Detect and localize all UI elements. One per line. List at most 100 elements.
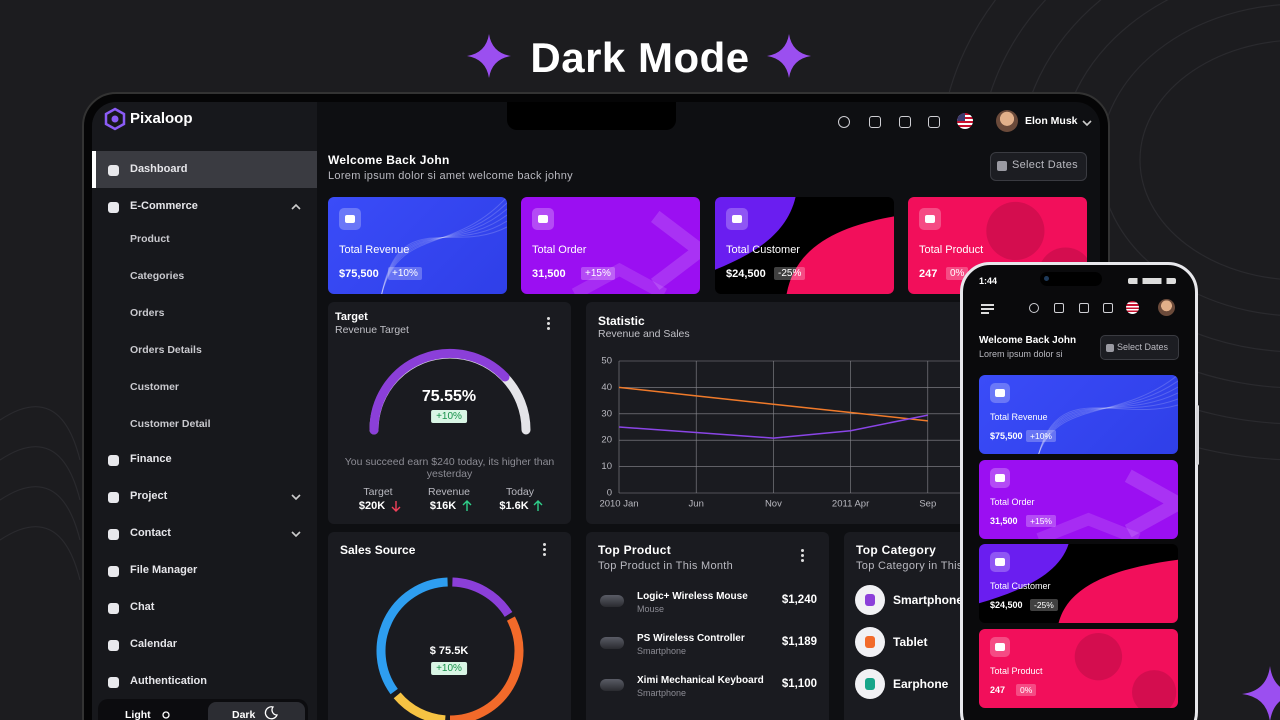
stat-card: Total Customer $24,500 -25% <box>979 544 1178 623</box>
phone-header-icon[interactable] <box>1054 303 1064 313</box>
menu-item[interactable]: File Manager <box>130 564 198 576</box>
panel-title: Sales Source <box>340 543 416 557</box>
menu-icon <box>108 202 119 213</box>
more-dot[interactable] <box>543 543 546 546</box>
header-icon[interactable] <box>838 116 850 128</box>
menu-item[interactable]: Dashboard <box>130 163 188 175</box>
submenu-item[interactable]: Orders Details <box>130 344 202 356</box>
menu-item[interactable]: Finance <box>130 453 172 465</box>
more-dot[interactable] <box>801 549 804 552</box>
product-category: Mouse <box>637 604 665 614</box>
category-icon <box>865 636 875 648</box>
more-dot[interactable] <box>547 322 550 325</box>
more-dot[interactable] <box>801 559 804 562</box>
wave <box>381 202 507 294</box>
theme-dark-active <box>208 702 305 720</box>
wave <box>381 214 507 294</box>
header-icon[interactable] <box>869 116 881 128</box>
submenu-item[interactable]: Customer <box>130 381 180 393</box>
more-dot[interactable] <box>547 317 550 320</box>
menu-icon <box>108 603 119 614</box>
submenu-item[interactable]: Customer Detail <box>130 418 211 430</box>
category-icon <box>865 678 875 690</box>
avatar[interactable] <box>1158 299 1175 316</box>
card-decoration <box>381 197 507 294</box>
card-decoration <box>571 210 700 294</box>
wave <box>1038 392 1178 454</box>
chevron-path <box>291 203 301 210</box>
card-change: -25% <box>774 267 806 280</box>
card-value: 31,500 <box>990 516 1018 526</box>
menu-bar[interactable] <box>981 304 994 306</box>
select-dates-button[interactable] <box>1100 335 1179 360</box>
menu-item[interactable]: Chat <box>130 601 155 613</box>
card-icon-glyph <box>345 215 355 223</box>
wave <box>381 208 507 294</box>
submenu-item[interactable]: Orders <box>130 307 165 319</box>
welcome-subtitle: Lorem ipsum dolor si <box>979 349 1063 359</box>
target-note: You succeed earn $240 today, its higher … <box>344 456 555 480</box>
phone-camera-dot <box>1044 276 1049 281</box>
menu-bar[interactable] <box>981 312 989 314</box>
avatar[interactable] <box>996 110 1018 132</box>
header-icon[interactable] <box>928 116 940 128</box>
theme-dark: Dark <box>232 709 256 720</box>
more-dot[interactable] <box>543 548 546 551</box>
gauge-change: +10% <box>431 410 467 423</box>
x-tick-label: 2010 Jan <box>599 499 638 510</box>
panel-title: Top Category <box>856 543 937 557</box>
stat-card: Total Revenue $75,500 +10% <box>328 197 507 294</box>
menu-bar[interactable] <box>981 308 994 310</box>
panel-title: Target <box>335 311 368 323</box>
menu-item[interactable]: Calendar <box>130 638 178 650</box>
chevron-path <box>291 494 301 501</box>
select-dates-button[interactable] <box>990 152 1087 181</box>
card-change: -25% <box>1030 599 1058 611</box>
category-name: Earphone <box>893 677 949 691</box>
blob-pink <box>786 216 894 294</box>
stat-value: $16K <box>429 500 457 512</box>
donut <box>376 577 524 720</box>
logo-dot <box>111 115 119 123</box>
menu-item[interactable]: Project <box>130 490 168 502</box>
donut-change: +10% <box>431 662 467 675</box>
phone-header-icon[interactable] <box>1079 303 1089 313</box>
card-icon-glyph <box>995 389 1005 397</box>
submenu-item[interactable]: Categories <box>130 270 185 282</box>
more-dot[interactable] <box>801 554 804 557</box>
category-name: Tablet <box>893 635 928 649</box>
stat-label: Target <box>363 486 393 498</box>
card-icon-glyph <box>995 643 1005 651</box>
more-dot[interactable] <box>547 327 550 330</box>
x-tick-label: Nov <box>765 499 782 510</box>
panel-title: Statistic <box>598 314 645 328</box>
chevron-path <box>291 531 301 538</box>
chevron-deco <box>571 262 668 294</box>
status-icons <box>1128 278 1176 284</box>
menu-item[interactable]: Authentication <box>130 675 207 687</box>
stat-value: $1.6K <box>499 500 529 512</box>
more-dot[interactable] <box>543 553 546 556</box>
phone-header-icon[interactable] <box>1103 303 1113 313</box>
card-change: +15% <box>1026 515 1056 527</box>
submenu-item[interactable]: Product <box>130 233 170 245</box>
product-category: Smartphone <box>637 688 687 698</box>
sparkle-star <box>1242 666 1280 720</box>
menu-item[interactable]: E-Commerce <box>130 200 198 212</box>
page-title: Dark Mode <box>530 34 750 81</box>
blob-pink <box>1058 559 1178 623</box>
trend-arrow <box>391 501 401 512</box>
header-icon[interactable] <box>899 116 911 128</box>
card-label: Total Customer <box>726 244 800 256</box>
sidebar <box>92 102 317 720</box>
contour-line <box>1139 40 1280 280</box>
donut-value: $ 75.5K <box>429 645 469 657</box>
menu-item[interactable]: Contact <box>130 527 171 539</box>
arrow <box>391 501 401 512</box>
donut-segment <box>452 577 513 617</box>
card-change: 0% <box>1016 684 1037 696</box>
stat-label: Revenue <box>427 486 471 498</box>
phone-header-icon[interactable] <box>1029 303 1039 313</box>
stat-card: Total Product 247 0% <box>979 629 1178 708</box>
